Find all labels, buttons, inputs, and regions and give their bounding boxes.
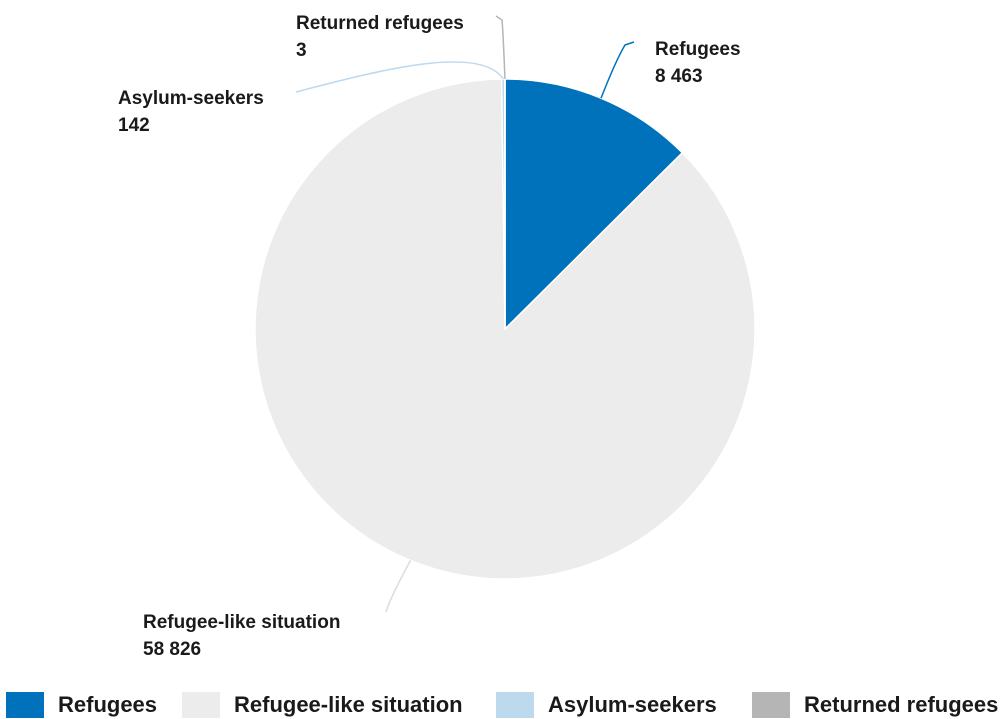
slice-label-returned-refugees-value: 3 — [296, 40, 307, 61]
legend-label-asylum-seekers: Asylum-seekers — [548, 691, 717, 717]
legend-item-asylum-seekers: Asylum-seekers — [496, 690, 717, 719]
slice-label-refugees-name: Refugees — [655, 39, 741, 60]
chart-legend: Refugees Refugee-like situation Asylum-s… — [0, 690, 1002, 719]
legend-swatch-refugee-like-situation — [182, 691, 220, 718]
slice-label-returned-refugees-name: Returned refugees — [296, 13, 464, 34]
slice-label-asylum-seekers-value: 142 — [118, 115, 150, 136]
legend-swatch-asylum-seekers — [496, 691, 534, 718]
legend-item-refugee-like-situation: Refugee-like situation — [182, 690, 463, 719]
leader-line-returned-refugees — [495, 15, 506, 80]
leader-lines — [295, 15, 635, 613]
legend-swatch-refugees — [6, 691, 44, 718]
legend-label-returned-refugees: Returned refugees — [804, 691, 999, 717]
legend-item-refugees: Refugees — [6, 690, 157, 719]
slice-label-refugee-like-name: Refugee-like situation — [143, 612, 340, 633]
legend-label-refugees: Refugees — [58, 691, 158, 717]
slice-labels: Refugees 8 463 Refugee-like situation 58… — [118, 13, 741, 660]
slice-label-asylum-seekers-name: Asylum-seekers — [118, 88, 264, 109]
leader-line-refugee-like-situation — [385, 560, 412, 613]
pie-slices — [254, 78, 756, 580]
pie-slice-refugees — [504, 78, 684, 331]
legend-swatch-returned-refugees — [752, 691, 790, 718]
slice-label-refugees-value: 8 463 — [655, 66, 703, 87]
legend-item-returned-refugees: Returned refugees — [752, 690, 998, 719]
legend-label-refugee-like-situation: Refugee-like situation — [234, 691, 463, 717]
slice-label-refugee-like-value: 58 826 — [143, 639, 201, 660]
leader-line-refugees — [600, 41, 635, 99]
leader-line-asylum-seekers — [295, 61, 504, 93]
